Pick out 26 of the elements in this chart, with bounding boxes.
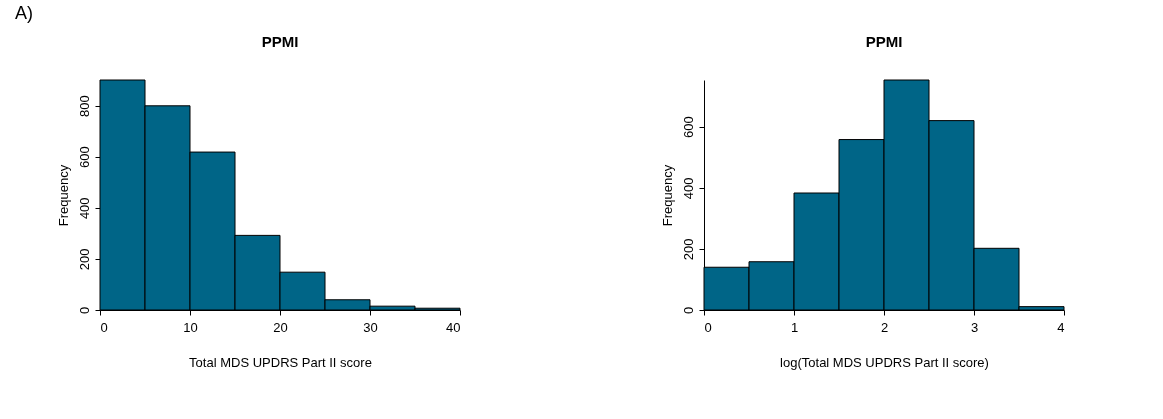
- text: A): [15, 3, 33, 23]
- x-axis-title: log(Total MDS UPDRS Part II score): [780, 354, 989, 370]
- x-tick-label: 20: [273, 319, 288, 335]
- y-tick-label: 200: [680, 238, 696, 261]
- y-tick-label: 800: [76, 95, 92, 117]
- x-tick-label: 4: [1057, 319, 1065, 335]
- chart-title: PPMI: [261, 33, 299, 50]
- x-tick-label: 10: [183, 319, 198, 335]
- x-tick-label: 1: [790, 319, 799, 335]
- x-tick-label: 3: [970, 319, 979, 335]
- x-tick-label: 0: [704, 319, 712, 335]
- y-tick-label: 600: [680, 116, 696, 139]
- x-tick-label: 30: [363, 319, 378, 335]
- y-axis-title: Frequency: [659, 164, 675, 227]
- x-axis-title: Total MDS UPDRS Part II score: [189, 354, 372, 370]
- y-tick-label: 600: [76, 146, 92, 169]
- y-tick-label: 400: [76, 197, 92, 220]
- y-tick-label: 0: [680, 306, 696, 315]
- x-tick-label: 40: [446, 319, 461, 335]
- y-tick-label: 0: [76, 306, 92, 315]
- y-tick-label: 200: [76, 248, 92, 271]
- x-tick-label: 2: [880, 319, 889, 335]
- y-tick-label: 400: [680, 177, 696, 200]
- x-tick-label: 0: [100, 319, 108, 335]
- chart-title: PPMI: [865, 33, 903, 50]
- y-axis-title: Frequency: [55, 164, 71, 227]
